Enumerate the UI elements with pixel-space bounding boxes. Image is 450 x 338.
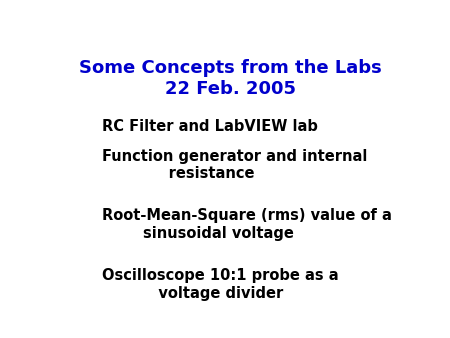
Text: Oscilloscope 10:1 probe as a
           voltage divider: Oscilloscope 10:1 probe as a voltage div…	[102, 268, 338, 301]
Text: Root-Mean-Square (rms) value of a
        sinusoidal voltage: Root-Mean-Square (rms) value of a sinuso…	[102, 209, 392, 241]
Text: Function generator and internal
             resistance: Function generator and internal resistan…	[102, 149, 367, 181]
Text: Some Concepts from the Labs
22 Feb. 2005: Some Concepts from the Labs 22 Feb. 2005	[79, 59, 382, 98]
Text: RC Filter and LabVIEW lab: RC Filter and LabVIEW lab	[102, 119, 317, 134]
